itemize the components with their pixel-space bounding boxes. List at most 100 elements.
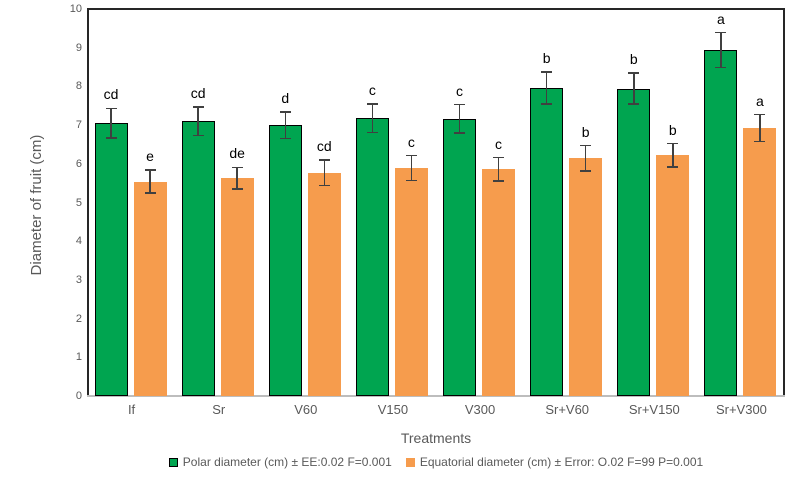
error-bar	[284, 111, 286, 139]
error-bar-cap	[405, 154, 417, 157]
significance-letter: a	[755, 92, 764, 109]
error-bar-cap	[541, 103, 553, 105]
bar-equatorial-if	[133, 181, 167, 396]
error-bar	[672, 143, 674, 167]
y-tick-label: 2	[75, 312, 82, 325]
significance-letter: e	[146, 147, 154, 164]
error-bar-cap	[754, 140, 766, 143]
error-bar	[720, 32, 722, 68]
error-bar-cap	[580, 170, 592, 172]
significance-letter: de	[229, 145, 245, 162]
significance-letter: b	[668, 121, 677, 138]
x-tick-label-sr: Sr	[212, 402, 226, 417]
error-bar-cap	[231, 166, 243, 169]
error-bar-cap	[279, 111, 291, 113]
bar-equatorial-v150	[394, 168, 428, 396]
bar-equatorial-v60	[307, 172, 341, 396]
error-bar	[371, 103, 374, 133]
bar-polar-v300	[443, 118, 476, 396]
y-tick-label: 9	[75, 41, 82, 54]
error-bar-cap	[715, 31, 727, 34]
significance-letter: b	[542, 50, 551, 67]
error-bar	[584, 145, 587, 172]
significance-letter: cd	[190, 84, 206, 101]
x-axis-line	[87, 395, 785, 397]
bar-equatorial-sr	[220, 178, 254, 396]
y-tick-label: 6	[75, 157, 82, 170]
significance-letter: cd	[103, 86, 119, 103]
bar-equatorial-sr+v150	[656, 155, 690, 396]
error-bar-cap	[105, 107, 117, 110]
significance-letter: a	[716, 10, 725, 27]
y-tick-label: 5	[75, 196, 82, 209]
bar-polar-sr+v60	[530, 87, 564, 396]
bar-polar-sr+v150	[617, 88, 651, 396]
x-axis-title: Treatments	[400, 430, 472, 446]
error-bar-cap	[231, 188, 243, 190]
error-bar-cap	[715, 66, 727, 69]
bar-polar-sr	[181, 121, 215, 396]
significance-letter: b	[629, 51, 638, 68]
error-bar-cap	[318, 159, 330, 161]
error-bar-cap	[754, 113, 766, 116]
error-bar-cap	[454, 132, 465, 134]
error-bar-cap	[105, 137, 117, 139]
error-bar-cap	[667, 142, 679, 145]
error-bar	[323, 159, 325, 186]
y-tick-label: 10	[69, 3, 82, 15]
error-bar-cap	[454, 103, 465, 106]
bar-polar-if	[94, 123, 128, 396]
x-tick-label-v150: V150	[377, 402, 409, 417]
error-bar-cap	[279, 137, 291, 139]
legend-item-equatorial: Equatorial diameter (cm) ± Error: O.02 F…	[405, 455, 704, 469]
significance-letter: d	[281, 89, 290, 106]
significance-letter: cd	[316, 137, 332, 154]
x-tick-label-sr+v60: Sr+V60	[545, 402, 590, 417]
legend: Polar diameter (cm) ± EE:0.02 F=0.001 Equ…	[87, 452, 785, 472]
error-bar-cap	[628, 72, 640, 74]
error-bar-cap	[628, 103, 640, 105]
error-bar	[633, 73, 635, 105]
error-bar-cap	[192, 134, 204, 137]
error-bar	[236, 167, 238, 189]
y-tick-label: 8	[75, 80, 82, 93]
y-tick-label: 1	[75, 351, 82, 364]
error-bar-cap	[366, 103, 378, 105]
error-bar	[497, 157, 500, 181]
y-tick-label: 3	[75, 273, 82, 286]
error-bar-cap	[667, 166, 679, 168]
x-tick-label-v300: V300	[464, 402, 496, 417]
significance-letter: c	[456, 82, 463, 99]
error-bar	[759, 114, 761, 142]
bar-polar-sr+v300	[704, 50, 738, 396]
error-bar-cap	[366, 131, 378, 134]
error-bar	[410, 155, 413, 181]
bar-equatorial-sr+v300	[743, 128, 777, 396]
x-tick-label-if: If	[127, 402, 136, 417]
x-tick-label-sr+v300: Sr+V300	[715, 402, 767, 417]
y-tick-label: 4	[75, 235, 82, 248]
error-bar-cap	[493, 156, 504, 159]
error-bar-cap	[192, 106, 204, 108]
error-bar-cap	[405, 179, 417, 182]
error-bar	[110, 108, 112, 138]
error-bar-cap	[493, 180, 504, 182]
error-bar	[545, 72, 548, 104]
x-tick-label-v60: V60	[294, 402, 318, 417]
bar-polar-v150	[355, 118, 389, 396]
bar-polar-v60	[268, 125, 302, 396]
error-bar-cap	[144, 192, 156, 194]
significance-letter: c	[368, 81, 376, 98]
y-tick-label: 0	[75, 390, 82, 402]
significance-letter: c	[495, 135, 502, 152]
error-bar	[149, 169, 151, 194]
error-bar	[197, 106, 199, 136]
legend-label: Equatorial diameter (cm) ± Error: O.02 F…	[419, 455, 704, 469]
legend-swatch-equatorial-icon	[405, 457, 415, 467]
bar-equatorial-sr+v60	[569, 158, 603, 396]
legend-swatch-polar-icon	[168, 457, 178, 467]
legend-label: Polar diameter (cm) ± EE:0.02 F=0.001	[182, 455, 392, 469]
legend-item-polar: Polar diameter (cm) ± EE:0.02 F=0.001	[168, 455, 392, 469]
bar-equatorial-v300	[482, 169, 515, 396]
